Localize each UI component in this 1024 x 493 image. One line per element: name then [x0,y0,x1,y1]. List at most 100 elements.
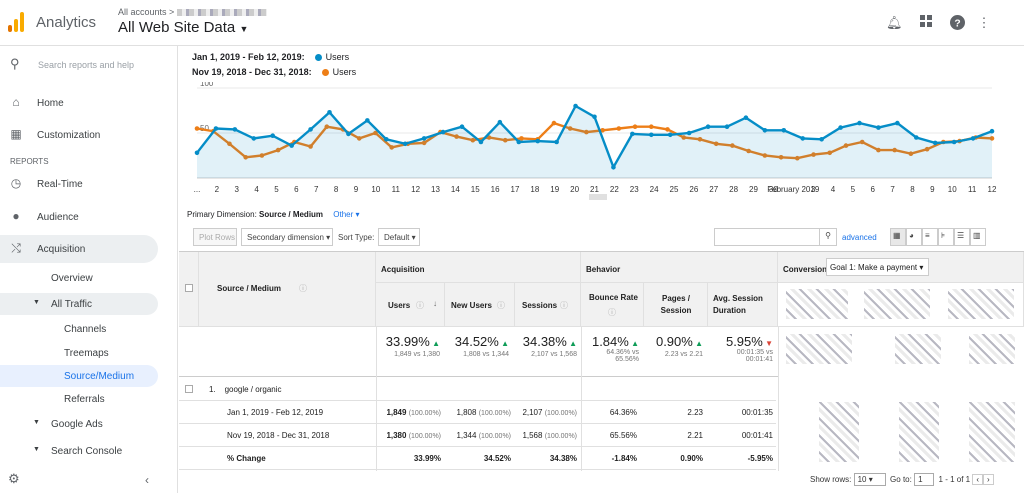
data-point-current[interactable] [762,128,768,133]
breadcrumb[interactable]: All accounts > [118,7,267,17]
data-point-current[interactable] [516,139,522,145]
data-point-current[interactable] [346,131,351,137]
data-point-previous[interactable] [616,126,622,131]
data-point-previous[interactable] [567,126,573,131]
data-point-previous[interactable] [648,124,654,129]
help-icon[interactable]: ⓘ [497,301,505,310]
pivot-view-icon[interactable]: ▥ [970,228,986,246]
sidebar-item-customization[interactable]: ▦ Customization [0,121,178,149]
goal-selector-dropdown[interactable]: Goal 1: Make a payment ▾ [826,258,929,276]
data-point-current[interactable] [989,128,995,134]
data-point-current[interactable] [440,129,446,135]
data-point-current[interactable] [705,124,711,129]
data-point-current[interactable] [327,110,332,115]
data-point-previous[interactable] [632,124,638,129]
data-point-current[interactable] [743,115,749,120]
data-point-current[interactable] [289,143,294,148]
data-point-current[interactable] [648,132,654,138]
secondary-dimension-label[interactable]: Secondary dimension [247,233,324,242]
data-point-previous[interactable] [551,120,557,126]
data-point-previous[interactable] [502,137,508,143]
data-point-current[interactable] [478,139,484,145]
col-duration-label[interactable]: Avg. Session Duration [713,294,763,315]
data-point-previous[interactable] [259,153,265,158]
data-point-current[interactable] [592,114,597,120]
plot-rows-button[interactable]: Plot Rows [193,228,237,246]
prev-page-button[interactable]: ‹ [972,474,984,485]
sort-type-value[interactable]: Default [384,233,410,242]
data-point-previous[interactable] [454,134,459,139]
term-cloud-icon[interactable]: ☰ [954,228,970,246]
col-duration-header[interactable]: Avg. Session Duration [708,283,778,327]
data-point-previous[interactable] [681,135,687,140]
col-sessions-label[interactable]: Sessions [522,301,558,310]
data-point-current[interactable] [459,124,465,129]
property-selector[interactable]: All Web Site Data ▼ [118,19,248,36]
data-point-previous[interactable] [308,144,313,149]
data-point-previous[interactable] [697,137,703,142]
data-point-current[interactable] [251,136,257,141]
data-point-current[interactable] [913,135,919,140]
sidebar-item-acquisition[interactable]: ⤭ Acquisition [0,235,158,263]
sidebar-sub-search-console[interactable]: ▼ Search Console [0,440,178,462]
col-bounce-rate-label[interactable]: Bounce Rate [589,293,638,302]
data-point-current[interactable] [838,125,843,130]
table-search-input[interactable] [714,228,820,246]
data-point-previous[interactable] [275,147,281,153]
goto-input[interactable]: 1 [914,473,935,486]
dimension-header-label[interactable]: Source / Medium [217,284,282,293]
data-point-current[interactable] [932,140,938,146]
sidebar-item-home[interactable]: ⌂ Home [0,89,178,117]
data-point-previous[interactable] [665,127,670,132]
help-icon[interactable]: ? [949,15,965,31]
data-point-current[interactable] [421,136,427,141]
sidebar-sub-referrals[interactable]: Referrals [0,388,178,410]
data-point-previous[interactable] [778,155,784,160]
caret-down-icon[interactable]: ▼ [239,24,249,34]
breadcrumb-text[interactable]: All accounts > [118,7,175,17]
property-name[interactable]: All Web Site Data [118,19,236,36]
data-point-previous[interactable] [324,124,330,129]
percentage-view-icon[interactable]: ◕ [906,228,922,246]
comparison-view-icon[interactable]: ⊧ [938,228,954,246]
data-point-current[interactable] [232,127,238,132]
data-point-previous[interactable] [746,148,751,154]
show-rows-value[interactable]: 10 [857,475,867,484]
data-point-current[interactable] [970,136,976,141]
sidebar-sub-all-traffic[interactable]: ▼ All Traffic [0,293,158,315]
col-new-users-header[interactable]: New Users ⓘ [445,283,515,327]
data-point-current[interactable] [857,120,862,126]
secondary-dimension-dropdown[interactable]: Secondary dimension ▾ [241,228,333,246]
data-point-current[interactable] [270,133,276,138]
goal-selector-value[interactable]: Goal 1: Make a payment [830,263,918,272]
data-point-previous[interactable] [892,147,897,153]
data-view-icon[interactable]: ▦ [890,228,906,246]
data-point-previous[interactable] [713,141,719,147]
show-rows-select[interactable]: 10 ▾ [853,473,886,486]
data-point-previous[interactable] [356,136,362,141]
col-sessions-header[interactable]: Sessions ⓘ [515,283,581,327]
sidebar-sub-channels[interactable]: Channels [0,318,178,340]
sidebar-sub-source-medium[interactable]: Source/Medium [0,365,158,387]
data-point-current[interactable] [951,139,957,145]
sidebar-item-realtime[interactable]: ◷ Real-Time [0,170,178,198]
data-point-previous[interactable] [827,150,833,156]
search-input[interactable]: Search reports and help [38,60,135,70]
collapse-chevron-icon[interactable]: ‹ [145,473,149,487]
advanced-link[interactable]: advanced [842,233,877,242]
data-point-current[interactable] [535,138,541,144]
sidebar-item-audience[interactable]: ● Audience [0,203,178,231]
col-pages-session-label[interactable]: Pages / Session [660,294,692,315]
help-icon[interactable]: ⓘ [608,308,616,317]
data-point-previous[interactable] [730,143,735,148]
search-box[interactable]: ⚲ Search reports and help [8,56,168,74]
data-point-current[interactable] [365,118,370,123]
row-source-link[interactable]: google / organic [224,385,282,394]
data-point-previous[interactable] [600,128,605,133]
data-point-previous[interactable] [389,145,394,150]
data-point-previous[interactable] [470,137,476,143]
data-point-current[interactable] [630,131,635,137]
data-point-previous[interactable] [795,155,800,161]
data-point-previous[interactable] [908,151,914,156]
data-point-current[interactable] [686,130,692,136]
